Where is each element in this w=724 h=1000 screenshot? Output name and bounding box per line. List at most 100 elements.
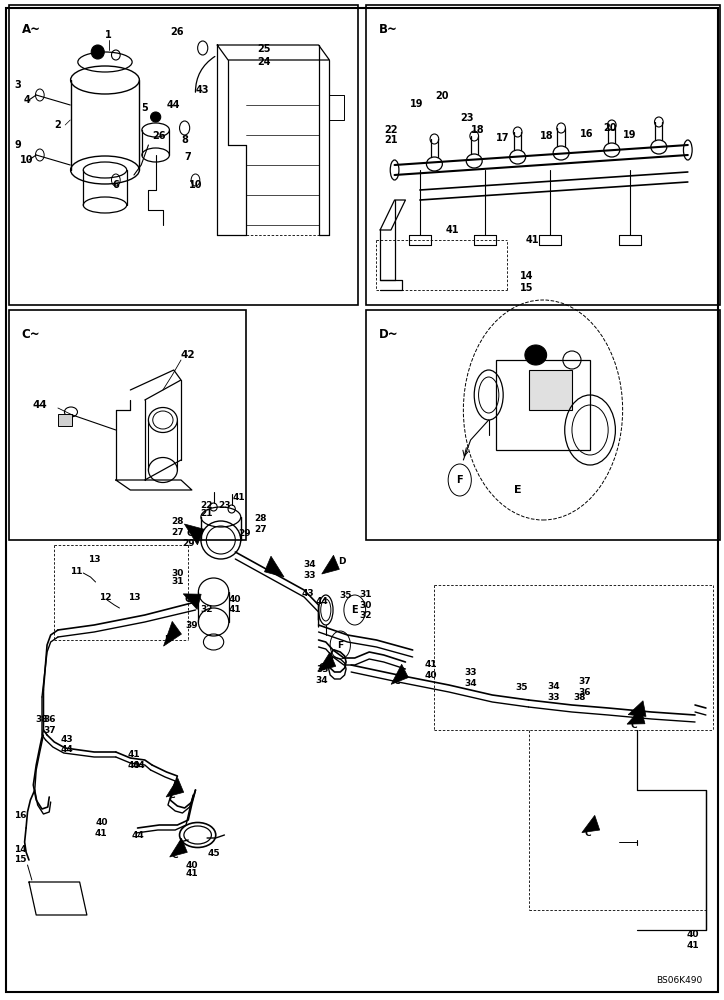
Text: 33
34: 33 34 [316, 665, 329, 685]
Text: 10: 10 [189, 180, 202, 190]
Polygon shape [628, 701, 646, 716]
Text: 31
30: 31 30 [359, 590, 372, 610]
Text: C: C [632, 714, 639, 722]
Text: C: C [169, 792, 176, 800]
Text: C: C [172, 852, 179, 860]
Text: 20: 20 [435, 91, 448, 101]
Text: 18: 18 [471, 125, 484, 135]
Polygon shape [391, 664, 408, 684]
Text: 41
40: 41 40 [424, 660, 437, 680]
Polygon shape [169, 838, 188, 857]
Polygon shape [185, 524, 204, 545]
Text: A~: A~ [22, 23, 41, 36]
Text: C: C [186, 530, 193, 538]
Text: E: E [351, 605, 358, 615]
Text: C~: C~ [22, 328, 41, 341]
Text: 38: 38 [35, 716, 49, 724]
Text: 41
40: 41 40 [127, 750, 140, 770]
Bar [366, 310, 720, 540]
Text: 40
41: 40 41 [95, 818, 108, 838]
Bar [529, 370, 572, 410]
Text: 31: 31 [171, 578, 184, 586]
Text: 18: 18 [540, 131, 553, 141]
Text: 34
33: 34 33 [303, 560, 316, 580]
Text: 40: 40 [185, 861, 198, 870]
Text: 28
27: 28 27 [171, 517, 184, 537]
Polygon shape [318, 652, 336, 671]
Text: 25: 25 [258, 44, 271, 54]
Text: 5: 5 [141, 103, 148, 113]
Text: 19: 19 [623, 130, 636, 140]
Ellipse shape [525, 345, 547, 365]
Text: 44: 44 [167, 100, 180, 110]
Text: 6: 6 [112, 180, 119, 190]
Text: 14: 14 [14, 846, 27, 854]
Text: A: A [273, 568, 280, 576]
Text: 43: 43 [196, 85, 209, 95]
Text: 21: 21 [200, 508, 213, 518]
Text: 41: 41 [232, 492, 245, 502]
Text: D~: D~ [379, 328, 398, 341]
Text: 38: 38 [573, 694, 586, 702]
Text: 7: 7 [185, 152, 192, 162]
Text: 28
27: 28 27 [254, 514, 267, 534]
Text: 24: 24 [258, 57, 271, 67]
Text: B: B [164, 636, 172, 645]
Text: 41: 41 [446, 225, 459, 235]
Text: 22: 22 [200, 500, 213, 510]
Text: 4: 4 [23, 95, 30, 105]
Text: B~: B~ [379, 23, 397, 36]
Text: 2: 2 [54, 120, 62, 130]
Text: 33
34: 33 34 [464, 668, 477, 688]
Text: C: C [584, 828, 592, 838]
Text: C: C [185, 596, 192, 604]
Text: 41: 41 [185, 869, 198, 879]
Text: 16: 16 [580, 129, 593, 139]
Text: F: F [337, 641, 343, 650]
Polygon shape [264, 556, 284, 577]
Text: 44: 44 [132, 762, 146, 770]
Polygon shape [164, 621, 182, 646]
Text: 29: 29 [238, 530, 251, 538]
Text: 23: 23 [218, 500, 231, 510]
Text: C: C [393, 678, 400, 686]
Text: 17: 17 [497, 133, 510, 143]
Text: 9: 9 [14, 140, 22, 150]
Text: 37
36: 37 36 [578, 677, 592, 697]
Text: 43: 43 [301, 588, 314, 597]
Bar [496, 360, 590, 450]
Text: 23: 23 [460, 113, 473, 123]
Text: C: C [319, 662, 326, 672]
Text: 10: 10 [20, 155, 33, 165]
Text: 41: 41 [229, 606, 242, 614]
Text: 16: 16 [14, 810, 27, 820]
Text: 12: 12 [98, 592, 111, 601]
Text: C: C [630, 722, 637, 730]
Text: 32: 32 [200, 606, 213, 614]
Bar [9, 5, 358, 305]
Text: 44: 44 [316, 596, 329, 605]
Text: 34
33: 34 33 [547, 682, 560, 702]
Polygon shape [321, 555, 340, 574]
Text: 44: 44 [33, 400, 47, 410]
Polygon shape [183, 594, 201, 609]
Text: 26: 26 [153, 131, 166, 141]
Text: 20: 20 [603, 123, 616, 133]
Text: 8: 8 [181, 135, 188, 145]
Text: 15: 15 [14, 856, 27, 864]
Polygon shape [166, 778, 184, 797]
Text: BS06K490: BS06K490 [656, 976, 702, 985]
Text: 22: 22 [384, 125, 397, 135]
Text: 40: 40 [229, 596, 242, 604]
Text: 39: 39 [185, 620, 198, 630]
Text: 43: 43 [61, 736, 74, 744]
Text: 13: 13 [88, 556, 101, 564]
Ellipse shape [91, 45, 104, 59]
Text: 26: 26 [171, 27, 184, 37]
Text: 32: 32 [359, 610, 372, 619]
Text: 44: 44 [131, 830, 144, 840]
Text: 42: 42 [181, 350, 195, 360]
Text: E: E [514, 485, 521, 495]
Bar [366, 5, 720, 305]
Ellipse shape [151, 112, 161, 122]
